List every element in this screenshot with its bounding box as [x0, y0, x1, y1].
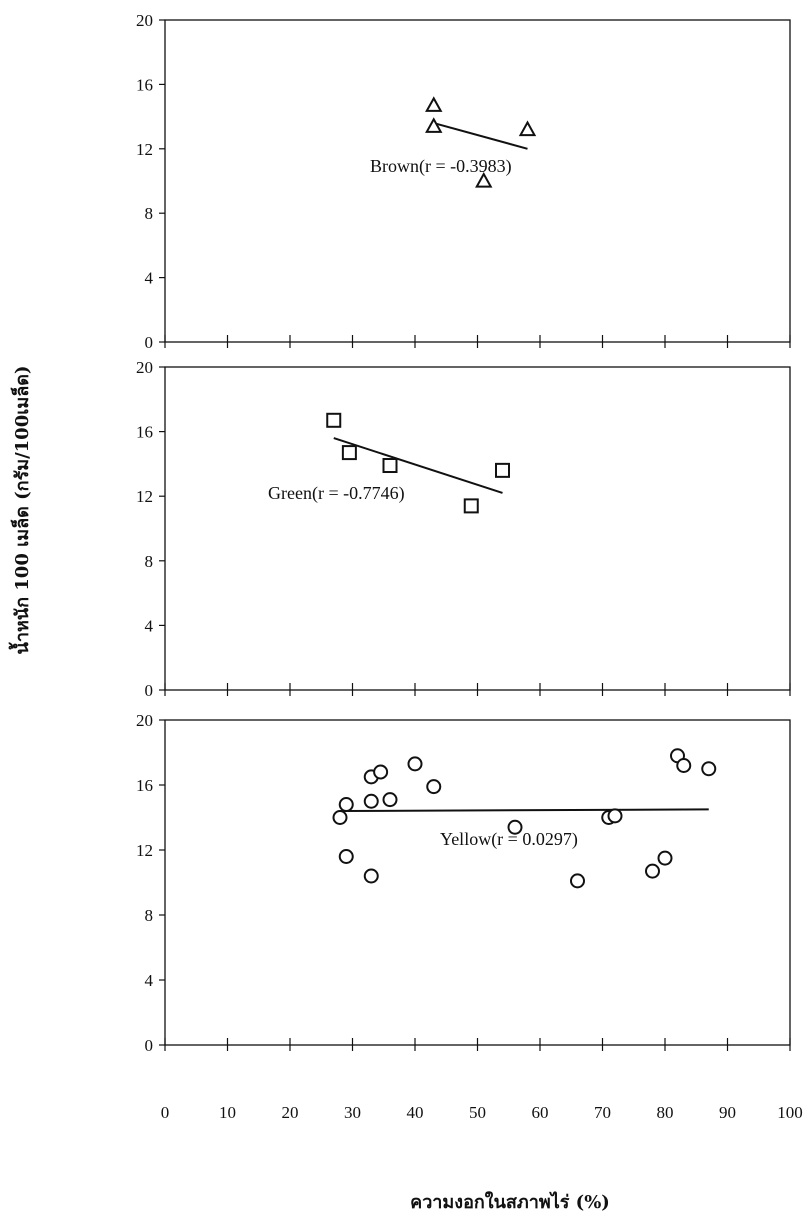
data-point-square — [463, 498, 479, 514]
data-point-circle — [382, 792, 398, 808]
y-tick-label: 8 — [145, 204, 154, 223]
x-tick-label: 10 — [219, 1103, 236, 1122]
data-point-circle — [363, 868, 379, 884]
x-axis-title: ความงอกในสภาพไร่ (%) — [410, 1191, 610, 1213]
y-tick-label: 20 — [136, 358, 153, 377]
chart-panels: 0 4 8 12 16 20 Brown(r = -0.3983) 0 4 8 12 16 20 Gree… — [136, 11, 791, 1055]
x-tick-label: 80 — [657, 1103, 674, 1122]
panel-yellow: 0 4 8 12 16 20 Yellow(r = 0.0297) — [136, 711, 791, 1055]
data-point-circle — [701, 761, 717, 777]
x-tick-label: 20 — [282, 1103, 299, 1122]
y-tick-label: 12 — [136, 841, 153, 860]
y-tick-label: 8 — [145, 906, 154, 925]
panel-green: 0 4 8 12 16 20 Green(r = -0.7746) — [136, 358, 791, 700]
y-tick-label: 16 — [136, 776, 153, 795]
x-tick-labels: 0 10 20 30 40 50 60 70 80 90 100 — [161, 1103, 803, 1122]
data-point-triangle — [518, 120, 537, 137]
x-tick-label: 0 — [161, 1103, 170, 1122]
data-point-circle — [607, 808, 623, 824]
panel-brown: 0 4 8 12 16 20 Brown(r = -0.3983) — [136, 11, 791, 352]
y-tick-label: 20 — [136, 11, 153, 30]
y-tick-label: 20 — [136, 711, 153, 730]
y-tick-label: 16 — [136, 423, 153, 442]
trend-line — [339, 808, 709, 812]
data-point-triangle — [475, 171, 493, 188]
data-point-circle — [332, 810, 348, 825]
data-point-circle — [657, 850, 673, 866]
y-tick-label: 12 — [136, 487, 153, 506]
data-point-circle — [570, 873, 585, 889]
x-tick-label: 70 — [594, 1103, 611, 1122]
data-point-circle — [407, 756, 423, 772]
data-point-circle — [363, 793, 379, 809]
y-tick-label: 0 — [145, 1036, 154, 1055]
data-point-circle — [676, 758, 692, 773]
data-point-circle — [338, 797, 354, 812]
y-tick-label: 0 — [145, 333, 154, 352]
x-tick-label: 40 — [407, 1103, 424, 1122]
y-tick-label: 4 — [145, 269, 154, 288]
series-annotation: Brown(r = -0.3983) — [370, 156, 512, 177]
data-point-circle — [338, 849, 354, 864]
y-tick-label: 4 — [145, 616, 154, 635]
trend-line — [433, 122, 528, 150]
y-axis-title: น้ำหนัก 100 เมล็ด (กรัม/100เมล็ด) — [8, 366, 33, 655]
data-point-square — [382, 458, 398, 474]
x-tick-label: 100 — [777, 1103, 803, 1122]
series-annotation: Yellow(r = 0.0297) — [440, 829, 578, 850]
x-tick-label: 60 — [532, 1103, 549, 1122]
y-tick-label: 4 — [145, 971, 154, 990]
data-point-square — [341, 445, 357, 461]
data-point-circle — [426, 779, 442, 795]
plot-frame — [164, 19, 791, 343]
data-point-circle — [373, 764, 389, 780]
series-annotation: Green(r = -0.7746) — [268, 483, 405, 504]
data-point-square — [326, 412, 342, 428]
x-tick-label: 90 — [719, 1103, 736, 1122]
y-tick-label: 16 — [136, 75, 153, 94]
data-point-circle — [645, 863, 660, 879]
y-tick-label: 0 — [145, 681, 154, 700]
y-tick-label: 8 — [145, 552, 154, 571]
data-point-triangle — [425, 96, 443, 112]
plot-frame — [164, 719, 791, 1046]
data-point-triangle — [425, 117, 443, 133]
data-point-circle — [507, 819, 523, 835]
data-point-square — [495, 462, 510, 478]
plot-frame — [164, 366, 791, 691]
x-tick-label: 50 — [469, 1103, 486, 1122]
x-tick-label: 30 — [344, 1103, 361, 1122]
y-tick-label: 12 — [136, 140, 153, 159]
trend-line — [333, 437, 503, 494]
